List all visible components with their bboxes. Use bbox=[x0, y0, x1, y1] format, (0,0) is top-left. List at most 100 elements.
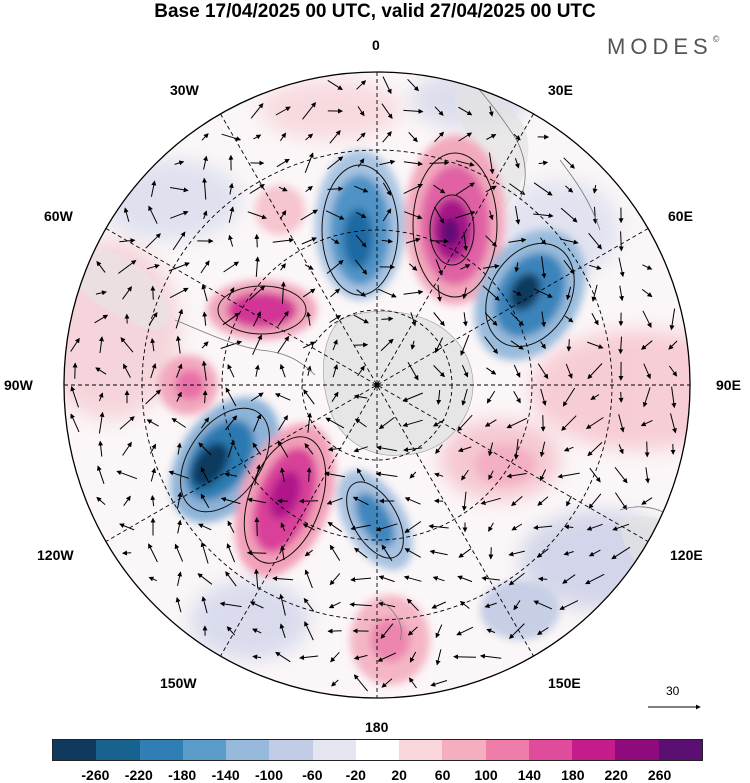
wind-vector-arrow bbox=[352, 496, 369, 506]
wind-vector-arrow bbox=[540, 341, 546, 350]
wind-vector-arrow bbox=[611, 546, 631, 560]
wind-vector-arrow bbox=[407, 361, 419, 381]
wind-vector-arrow bbox=[228, 234, 234, 247]
wind-vector-arrow bbox=[150, 285, 156, 300]
wind-vector-arrow bbox=[641, 288, 653, 298]
wind-vector-arrow bbox=[437, 284, 442, 302]
wind-vector-arrow bbox=[455, 160, 475, 167]
wind-vector-arrow bbox=[618, 444, 624, 455]
wind-vector-arrow bbox=[279, 132, 287, 142]
wind-vector-arrow bbox=[200, 417, 210, 429]
wind-vector-arrow bbox=[202, 311, 208, 326]
wind-vector-arrow bbox=[276, 158, 290, 168]
wind-vector-arrow bbox=[380, 338, 394, 352]
wind-vector-arrow bbox=[462, 287, 468, 300]
wind-vector-arrow bbox=[122, 286, 132, 300]
wind-vector-arrow bbox=[408, 263, 418, 271]
wind-vector-arrow bbox=[614, 466, 628, 484]
wind-vector-arrow bbox=[145, 233, 161, 249]
wind-vector-arrow bbox=[354, 342, 369, 348]
wind-vector-arrow bbox=[249, 601, 264, 609]
wind-vector-arrow bbox=[254, 256, 260, 277]
wind-vector-arrow bbox=[483, 263, 500, 269]
wind-vector-arrow bbox=[430, 680, 448, 687]
wind-vector-arrow bbox=[590, 394, 600, 400]
wind-vector-arrow bbox=[304, 152, 314, 173]
wind-vector-arrow bbox=[536, 548, 549, 558]
wind-vector-arrow bbox=[280, 545, 286, 561]
wind-vector-arrow bbox=[614, 492, 628, 511]
wind-vector-arrow bbox=[404, 211, 423, 220]
brand-logo: MODES© bbox=[607, 34, 719, 60]
wind-vector-arrow bbox=[253, 413, 262, 432]
wind-vector-arrow bbox=[541, 256, 547, 279]
wind-vector-arrow bbox=[354, 547, 368, 559]
wind-vector-arrow bbox=[305, 185, 313, 192]
wind-vector-arrow bbox=[304, 549, 313, 557]
wind-vector-arrow bbox=[355, 234, 367, 248]
wind-vector-arrow bbox=[592, 185, 598, 194]
wind-vector-arrow bbox=[119, 523, 135, 531]
wind-vector-arrow bbox=[357, 106, 365, 117]
wind-vector-arrow bbox=[533, 525, 553, 530]
wind-vector-arrow bbox=[169, 287, 189, 299]
wind-vector-arrow bbox=[432, 576, 445, 582]
colorbar-swatch bbox=[269, 740, 313, 760]
wind-vector-arrow bbox=[174, 543, 184, 562]
wind-vector-arrow bbox=[300, 209, 319, 221]
wind-vector-arrow bbox=[375, 523, 398, 532]
wind-vector-arrow bbox=[221, 133, 242, 141]
wind-vector-arrow bbox=[433, 184, 446, 194]
wind-vector-arrow bbox=[119, 416, 135, 430]
wind-vector-arrow bbox=[198, 442, 212, 456]
wind-vector-arrow bbox=[460, 264, 471, 270]
wind-vector-arrow bbox=[302, 523, 315, 531]
wind-vector-arrow bbox=[642, 310, 652, 328]
wind-vector-arrow bbox=[618, 414, 625, 433]
wind-vector-arrow bbox=[482, 285, 500, 301]
wind-vector-arrow bbox=[198, 523, 212, 531]
wind-vector-arrow bbox=[586, 523, 603, 531]
wind-vector-arrow bbox=[177, 519, 182, 534]
wind-vector-arrow bbox=[433, 206, 445, 224]
wind-vector-arrow bbox=[459, 600, 470, 609]
wind-vector-arrow bbox=[457, 446, 472, 453]
wind-vector-arrow bbox=[381, 103, 393, 119]
colorbar-swatch bbox=[312, 740, 356, 760]
wind-vector-arrow bbox=[148, 543, 158, 563]
wind-vector-arrow bbox=[354, 418, 367, 428]
wind-vector-arrow bbox=[170, 187, 189, 193]
wind-vector-arrow bbox=[379, 159, 396, 166]
wind-vector-arrow bbox=[95, 367, 107, 375]
wind-vector-arrow bbox=[280, 263, 286, 271]
wind-vector-arrow bbox=[403, 575, 422, 582]
wind-vector-arrow bbox=[562, 574, 576, 584]
map-boundary bbox=[63, 71, 691, 699]
wind-vector-arrow bbox=[588, 549, 601, 557]
wind-vector-arrow bbox=[402, 419, 423, 428]
wind-vector-arrow bbox=[330, 651, 340, 663]
wind-vector-arrow bbox=[176, 391, 182, 402]
wind-vector-arrow bbox=[539, 469, 547, 482]
lon-label-120w: 120W bbox=[37, 547, 74, 563]
wind-vector-arrow bbox=[434, 131, 445, 143]
wind-vector-arrow bbox=[381, 678, 393, 688]
wind-vector-arrow bbox=[589, 467, 601, 483]
wind-vector-arrow bbox=[559, 600, 579, 610]
wind-vector-arrow bbox=[458, 548, 472, 558]
wind-vector-arrow bbox=[170, 210, 189, 219]
wind-vector-arrow bbox=[566, 286, 572, 301]
colorbar-tick-label: 220 bbox=[604, 767, 628, 783]
wind-vector-arrow bbox=[225, 571, 237, 587]
wind-vector-arrow bbox=[463, 231, 469, 252]
wind-vector-arrow bbox=[176, 363, 183, 378]
wind-vector-arrow bbox=[176, 442, 182, 455]
colorbar-tick-label: -20 bbox=[345, 767, 366, 783]
wind-vector-arrow bbox=[249, 184, 265, 194]
wind-vector-arrow bbox=[642, 264, 653, 270]
wind-vector-arrow bbox=[540, 388, 547, 406]
colorbar-swatch bbox=[53, 740, 97, 760]
lon-label-150w: 150W bbox=[160, 675, 197, 691]
wind-vector-arrow bbox=[227, 363, 235, 378]
